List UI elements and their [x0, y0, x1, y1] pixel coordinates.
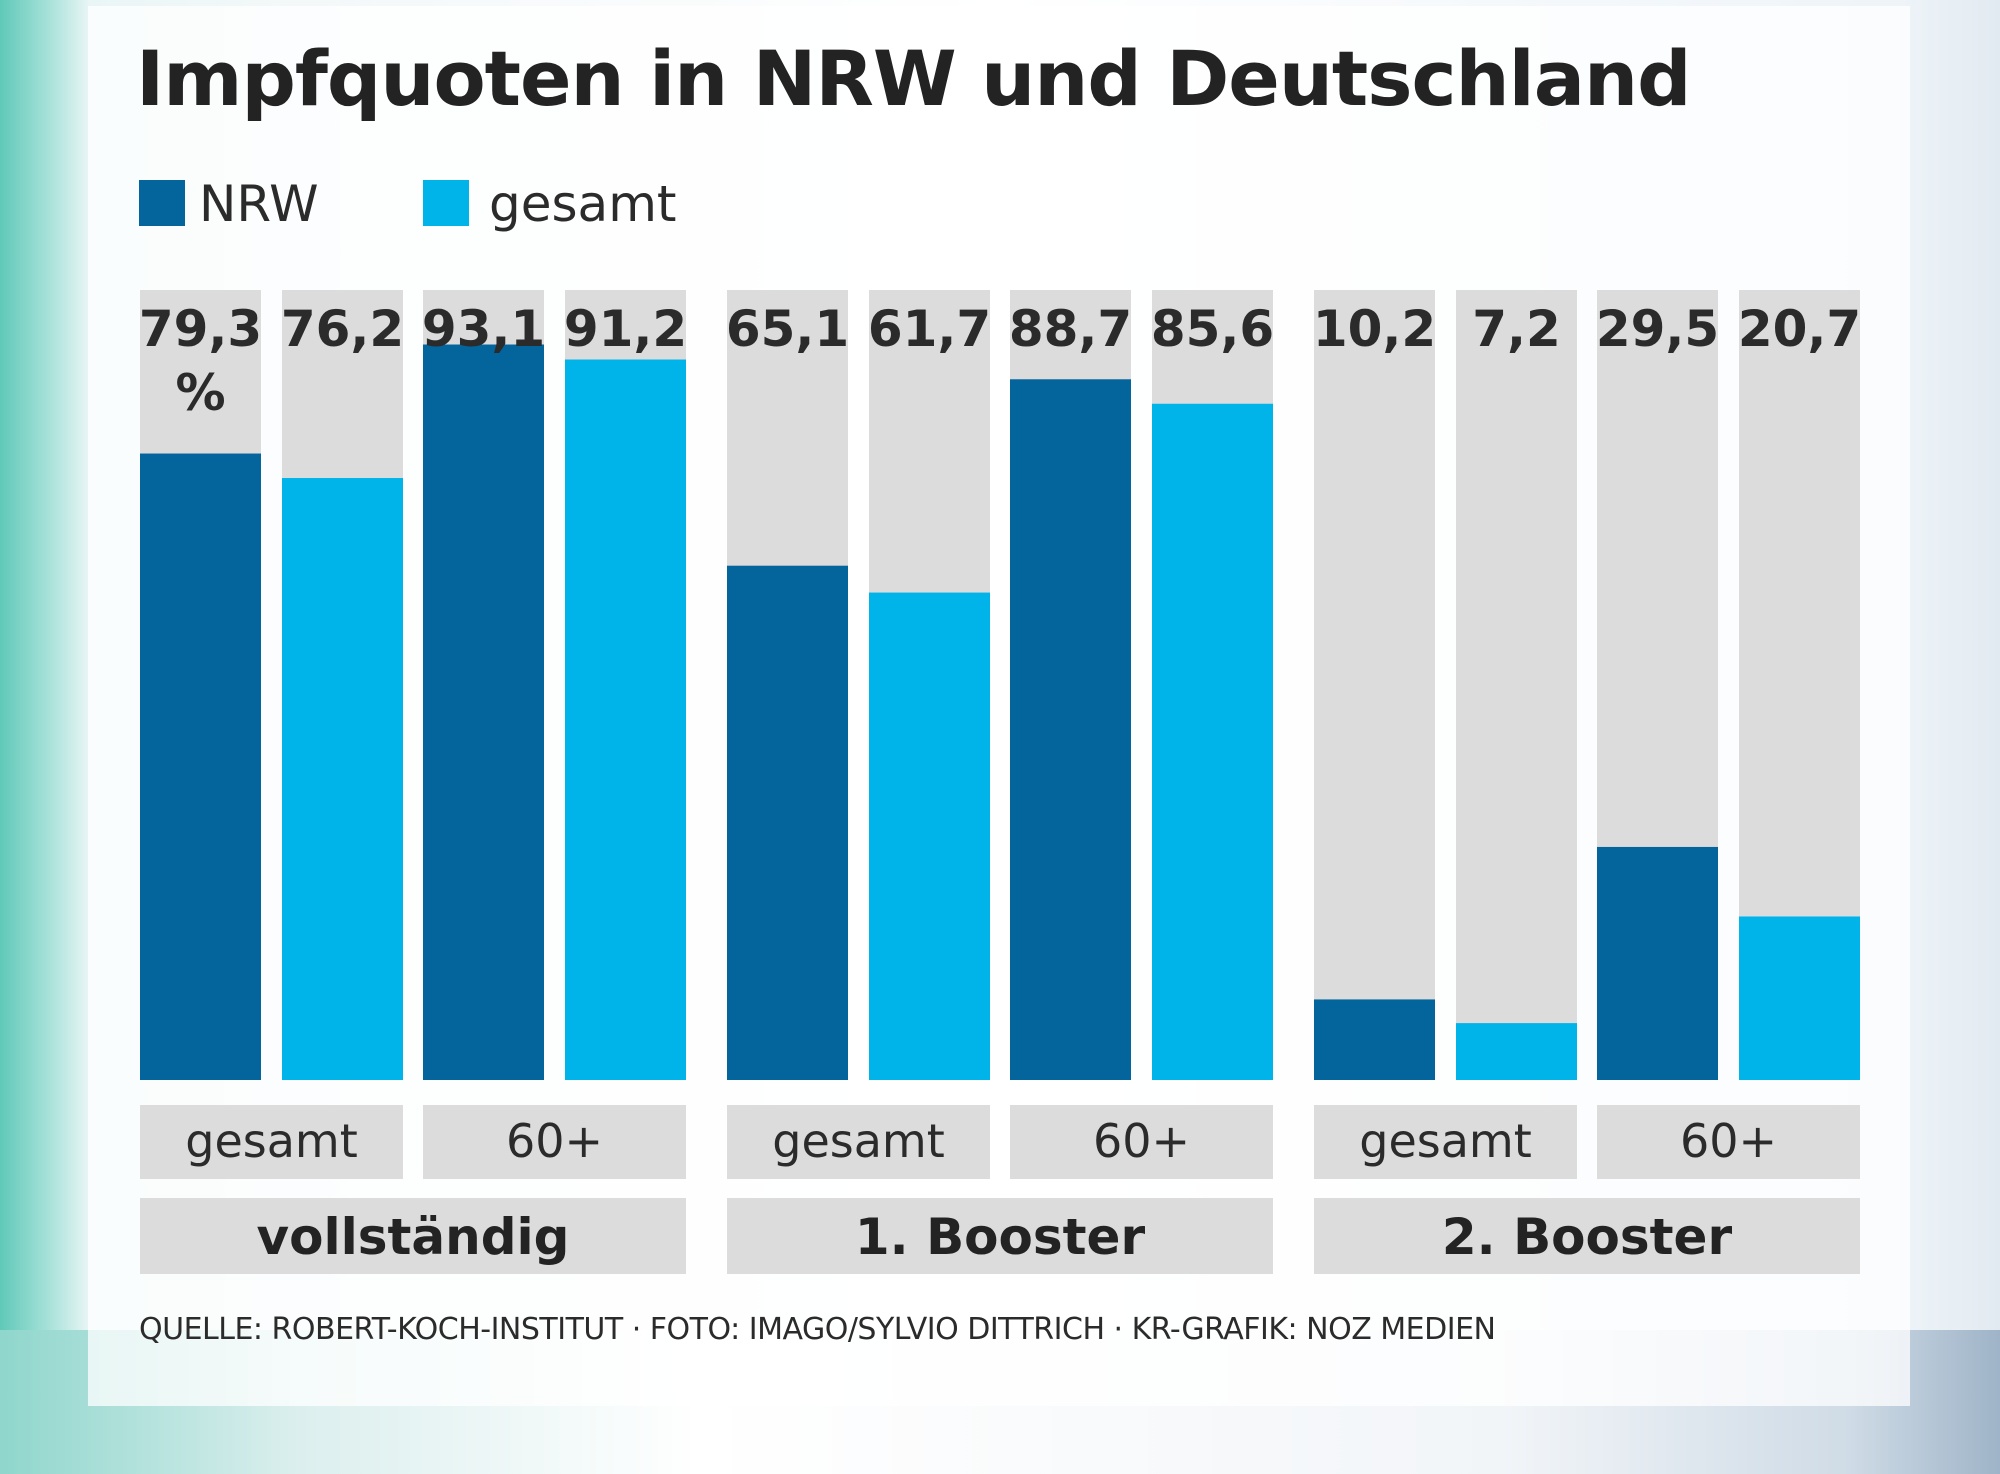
bar-nrw-0: [140, 453, 261, 1080]
value-label-gesamt-5: 20,7: [1738, 300, 1861, 358]
category-box-3: [1010, 1105, 1273, 1179]
value-label-nrw-5: 29,5: [1596, 300, 1719, 358]
bar-gesamt-2: [869, 592, 990, 1080]
legend-label-nrw: NRW: [199, 175, 319, 233]
category-label-1: 60+: [506, 1114, 603, 1168]
bar-nrw-1: [423, 344, 544, 1080]
category-label-0: gesamt: [185, 1114, 358, 1168]
group-box-0: [140, 1198, 686, 1274]
bar-gesamt-5: [1739, 916, 1860, 1080]
category-box-1: [423, 1105, 686, 1179]
value-label-gesamt-2: 61,7: [868, 300, 991, 358]
value-label-gesamt-1: 91,2: [564, 300, 687, 358]
bar-nrw-3: [1010, 379, 1131, 1080]
bar-track-9: [1456, 290, 1577, 1080]
value-label-nrw-1: 93,1: [422, 300, 545, 358]
bar-nrw-2: [727, 565, 848, 1080]
source-credit: QUELLE: ROBERT-KOCH-INSTITUT · FOTO: IMA…: [139, 1312, 1496, 1347]
group-label-2: 2. Booster: [1442, 1208, 1733, 1266]
group-box-1: [727, 1198, 1273, 1274]
category-box-0: [140, 1105, 403, 1179]
value-label-nrw-3: 88,7: [1009, 300, 1132, 358]
category-label-5: 60+: [1680, 1114, 1777, 1168]
group-box-2: [1314, 1198, 1860, 1274]
bar-nrw-4: [1314, 999, 1435, 1080]
category-label-2: gesamt: [772, 1114, 945, 1168]
unit-label: %: [175, 364, 225, 422]
value-label-nrw-4: 10,2: [1313, 300, 1436, 358]
value-label-nrw-2: 65,1: [726, 300, 849, 358]
bar-gesamt-0: [282, 478, 403, 1080]
bar-gesamt-1: [565, 359, 686, 1080]
category-label-4: gesamt: [1359, 1114, 1532, 1168]
group-label-1: 1. Booster: [855, 1208, 1146, 1266]
bar-gesamt-3: [1152, 403, 1273, 1080]
bar-nrw-5: [1597, 846, 1718, 1080]
chart-title: Impfquoten in NRW und Deutschland: [136, 34, 1692, 123]
value-label-gesamt-4: 7,2: [1472, 300, 1561, 358]
legend-label-gesamt: gesamt: [489, 175, 677, 233]
legend-swatch-gesamt: [423, 180, 469, 226]
category-box-2: [727, 1105, 990, 1179]
bar-track-8: [1314, 290, 1435, 1080]
legend-swatch-nrw: [139, 180, 185, 226]
category-box-4: [1314, 1105, 1577, 1179]
group-label-0: vollständig: [257, 1208, 570, 1266]
value-label-gesamt-3: 85,6: [1151, 300, 1274, 358]
category-label-3: 60+: [1093, 1114, 1190, 1168]
bar-gesamt-4: [1456, 1023, 1577, 1080]
value-label-nrw-0: 79,3: [139, 300, 262, 358]
category-box-5: [1597, 1105, 1860, 1179]
value-label-gesamt-0: 76,2: [281, 300, 404, 358]
